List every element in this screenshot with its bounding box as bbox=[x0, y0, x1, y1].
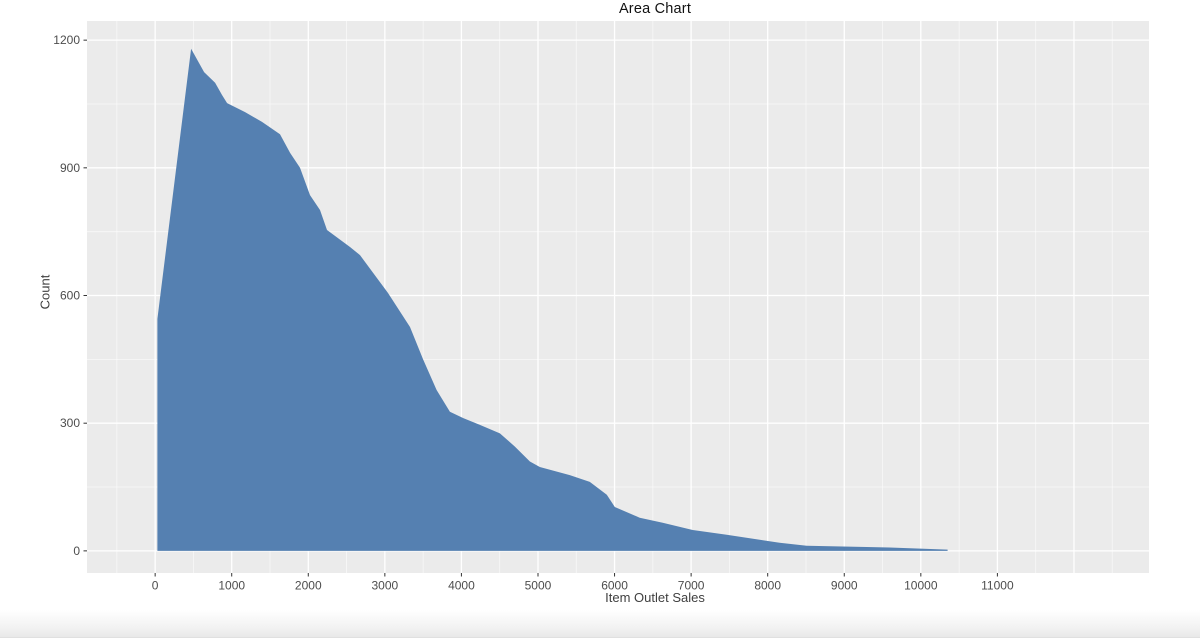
bottom-gradient bbox=[0, 610, 1200, 638]
x-tick-label: 3000 bbox=[371, 579, 398, 593]
chart-canvas: 0 1000 2000 3000 4000 5000 6000 7000 8000 9000 100… bbox=[53, 21, 1149, 593]
x-axis-title: Item Outlet Sales bbox=[605, 590, 705, 605]
x-tick-label: 5000 bbox=[525, 579, 552, 593]
x-tick-label: 8000 bbox=[754, 579, 781, 593]
x-tick-label: 7000 bbox=[678, 579, 705, 593]
x-tick-label: 2000 bbox=[295, 579, 322, 593]
x-tick-label: 10000 bbox=[904, 579, 938, 593]
y-tick-label: 0 bbox=[73, 544, 80, 558]
x-tick-label: 4000 bbox=[448, 579, 475, 593]
x-tick-label: 11000 bbox=[981, 579, 1014, 593]
x-tick-label: 9000 bbox=[831, 579, 858, 593]
y-axis-title: Count bbox=[37, 274, 53, 310]
y-tick-label: 1200 bbox=[53, 33, 80, 47]
area-series bbox=[157, 48, 948, 551]
chart-title: Area Chart bbox=[618, 1, 692, 17]
y-tick-label: 600 bbox=[60, 289, 80, 303]
x-tick-label: 6000 bbox=[601, 579, 628, 593]
x-tick-label: 0 bbox=[152, 579, 159, 593]
y-tick-label: 300 bbox=[60, 416, 80, 430]
y-tick-label: 900 bbox=[60, 161, 80, 175]
x-tick-label: 1000 bbox=[218, 579, 245, 593]
